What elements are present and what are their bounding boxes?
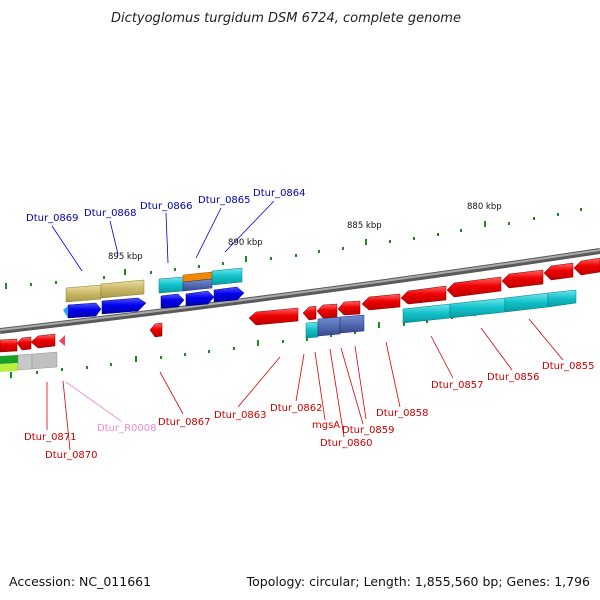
gene-dtur-0862-feature[interactable] <box>302 305 317 321</box>
gene-dtur-0855-feature[interactable] <box>501 257 600 313</box>
label-dtur-0866[interactable]: Dtur_0866 <box>140 201 193 212</box>
label-dtur-r0008[interactable]: Dtur_R0008 <box>97 423 156 434</box>
bottom-gene-labels: Dtur_0871 Dtur_0870 Dtur_R0008 Dtur_0867… <box>24 361 595 461</box>
gene-dtur-0870-feature[interactable] <box>30 333 58 370</box>
scale-label-895: 895 kbp <box>108 252 143 262</box>
upper-scale-ticks <box>5 208 582 289</box>
gene-dtur-0864-feature[interactable] <box>211 267 245 303</box>
gene-dtur-0857-feature[interactable] <box>400 285 451 324</box>
gene-dtur-0868-feature[interactable] <box>100 279 147 315</box>
summary-text: Topology: circular; Length: 1,855,560 bp… <box>246 574 590 589</box>
map-title: Dictyoglomus turgidum DSM 6724, complete… <box>111 11 461 26</box>
label-dtur-0862[interactable]: Dtur_0862 <box>270 403 323 414</box>
label-dtur-0860[interactable]: Dtur_0860 <box>320 438 373 449</box>
scale-label-880: 880 kbp <box>467 202 502 212</box>
gene-dtur-0859-feature[interactable] <box>339 314 365 334</box>
gene-mgsa-feature[interactable] <box>305 303 338 339</box>
label-dtur-0868[interactable]: Dtur_0868 <box>84 208 137 219</box>
label-dtur-0856[interactable]: Dtur_0856 <box>487 372 540 383</box>
gene-dtur-0867-feature[interactable] <box>149 322 163 338</box>
label-dtur-0857[interactable]: Dtur_0857 <box>431 380 484 391</box>
gene-dtur-0856-feature[interactable] <box>446 276 506 319</box>
gene-dtur-0865-feature[interactable] <box>182 271 215 307</box>
scale-label-885: 885 kbp <box>347 221 382 231</box>
scale-label-890: 890 kbp <box>228 238 263 248</box>
label-dtur-0870[interactable]: Dtur_0870 <box>45 450 98 461</box>
gene-dtur-0863-feature[interactable] <box>248 307 299 326</box>
bottom-leader-lines <box>46 318 564 451</box>
gene-dtur-0869-feature[interactable] <box>63 284 102 319</box>
label-dtur-0864[interactable]: Dtur_0864 <box>253 188 306 199</box>
label-dtur-0869[interactable]: Dtur_0869 <box>26 213 79 224</box>
gene-dtur-0866-feature[interactable] <box>158 276 185 309</box>
label-dtur-0865[interactable]: Dtur_0865 <box>198 195 251 206</box>
label-mgsa[interactable]: mgsA <box>312 420 340 431</box>
gene-dtur-r0008-feature[interactable] <box>59 335 65 346</box>
label-dtur-0858[interactable]: Dtur_0858 <box>376 408 429 419</box>
accession-text: Accession: NC_011661 <box>9 574 151 589</box>
gene-dtur-0871-feature[interactable] <box>0 336 33 372</box>
top-gene-labels: Dtur_0869 Dtur_0868 Dtur_0866 Dtur_0865 … <box>26 188 306 224</box>
top-leader-lines <box>51 200 275 272</box>
label-dtur-0871[interactable]: Dtur_0871 <box>24 432 77 443</box>
gene-dtur-0858-feature[interactable] <box>361 293 401 311</box>
label-dtur-0863[interactable]: Dtur_0863 <box>214 410 267 421</box>
rna-leader-line <box>65 381 122 422</box>
label-dtur-0867[interactable]: Dtur_0867 <box>158 417 211 428</box>
label-dtur-0855[interactable]: Dtur_0855 <box>542 361 595 372</box>
genome-backbone <box>0 248 600 334</box>
label-dtur-0859[interactable]: Dtur_0859 <box>342 425 395 436</box>
gene-dtur-0860-feature[interactable] <box>317 300 361 337</box>
